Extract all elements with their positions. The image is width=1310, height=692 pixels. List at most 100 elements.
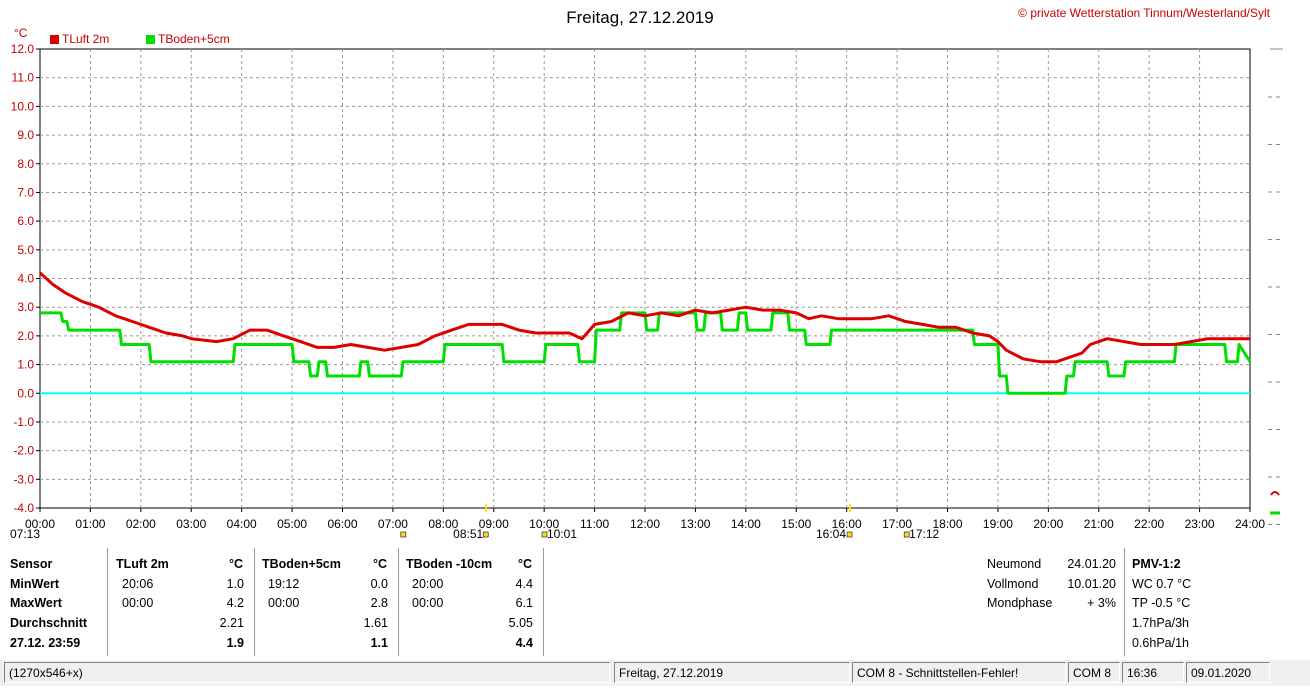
row-label-max: MaxWert bbox=[10, 596, 62, 610]
x-tick-label: 04:00 bbox=[227, 517, 257, 531]
avg-value: 1.61 bbox=[363, 616, 388, 630]
min-value: 0.0 bbox=[370, 577, 388, 591]
sensor-unit: °C bbox=[518, 557, 533, 571]
time-marker-label: 17:12 bbox=[909, 527, 939, 541]
y-tick-label: -3.0 bbox=[13, 472, 34, 486]
y-tick-label: -1.0 bbox=[13, 415, 34, 429]
max-time: 00:00 bbox=[122, 596, 154, 610]
y-tick-label: 10.0 bbox=[11, 99, 35, 113]
avg-value: 2.21 bbox=[219, 616, 244, 630]
time-marker-icon bbox=[903, 531, 910, 538]
pmv-line: WC 0.7 °C bbox=[1132, 577, 1192, 591]
right-axis-red-marker bbox=[1270, 491, 1280, 496]
moon-label: Neumond bbox=[987, 557, 1042, 571]
time-marker-label: 16:04 bbox=[816, 527, 846, 541]
sensor-name: TLuft 2m bbox=[116, 557, 169, 571]
chart-title: Freitag, 27.12.2019 bbox=[566, 8, 714, 27]
max-time: 00:00 bbox=[412, 596, 444, 610]
avg-value: 5.05 bbox=[508, 616, 533, 630]
legend-item-tboden: TBoden+5cm bbox=[146, 32, 230, 46]
y-tick-label: 7.0 bbox=[17, 185, 34, 199]
y-tick-label: 0.0 bbox=[17, 386, 34, 400]
series-line bbox=[38, 271, 1250, 364]
x-tick-label: 01:00 bbox=[75, 517, 105, 531]
min-value: 4.4 bbox=[515, 577, 533, 591]
max-time: 00:00 bbox=[268, 596, 300, 610]
y-tick-label: 12.0 bbox=[11, 42, 35, 56]
sensor-unit: °C bbox=[373, 557, 388, 571]
pmv-line: 0.6hPa/1h bbox=[1132, 636, 1189, 650]
x-tick-label: 19:00 bbox=[983, 517, 1013, 531]
y-tick-label: 6.0 bbox=[17, 214, 34, 228]
temperature-chart: 12.0 11.0 10.0 9.0 8.0 7.0 6.0 5.0 4.0 3.0 2.0 1.0 0… bbox=[10, 42, 1283, 541]
status-current-date: 09.01.2020 bbox=[1186, 662, 1270, 683]
x-tick-label: 12:00 bbox=[630, 517, 660, 531]
x-tick-label: 00:00 bbox=[25, 517, 55, 531]
y-tick-label: 1.0 bbox=[17, 358, 34, 372]
moon-label: Mondphase bbox=[987, 596, 1053, 610]
y-tick-label: 9.0 bbox=[17, 128, 34, 142]
max-value: 4.2 bbox=[226, 596, 244, 610]
min-time: 19:12 bbox=[268, 577, 300, 591]
series-line bbox=[40, 311, 1252, 395]
time-marker-icon bbox=[846, 531, 853, 538]
max-value: 2.8 bbox=[370, 596, 388, 610]
sensor-name: TBoden -10cm bbox=[406, 557, 493, 571]
x-tick-label: 14:00 bbox=[731, 517, 761, 531]
x-tick-label: 17:00 bbox=[882, 517, 912, 531]
legend-swatch-green bbox=[146, 35, 155, 44]
status-bar: (1270x546+x) Freitag, 27.12.2019 COM 8 -… bbox=[0, 660, 1310, 686]
y-tick-label: 8.0 bbox=[17, 157, 34, 171]
time-marker-label: 07:13 bbox=[10, 527, 40, 541]
x-tick-label: 07:00 bbox=[378, 517, 408, 531]
status-com-error: COM 8 - Schnittstellen-Fehler! bbox=[852, 662, 1066, 683]
x-tick-label: 11:00 bbox=[580, 517, 609, 531]
moon-value: + 3% bbox=[1087, 596, 1116, 610]
row-label-min: MinWert bbox=[10, 577, 60, 591]
moon-value: 24.01.20 bbox=[1067, 557, 1116, 571]
row-label-avg: Durchschnitt bbox=[10, 616, 88, 630]
time-marker-label: 08:51 bbox=[453, 527, 483, 541]
time-marker-label: 10:01 bbox=[547, 527, 577, 541]
x-tick-label: 03:00 bbox=[176, 517, 206, 531]
y-tick-label: 2.0 bbox=[17, 329, 34, 343]
x-tick-label: 09:00 bbox=[479, 517, 509, 531]
x-tick-label: 20:00 bbox=[1033, 517, 1063, 531]
x-tick-label: 10:00 bbox=[529, 517, 559, 531]
status-com-port: COM 8 bbox=[1068, 662, 1120, 683]
x-tick-label: 13:00 bbox=[680, 517, 710, 531]
x-tick-label: 21:00 bbox=[1084, 517, 1114, 531]
current-value: 1.9 bbox=[226, 636, 244, 650]
x-tick-label: 22:00 bbox=[1134, 517, 1164, 531]
status-date: Freitag, 27.12.2019 bbox=[614, 662, 850, 683]
copyright-label: © private Wetterstation Tinnum/Westerlan… bbox=[1018, 6, 1270, 20]
y-tick-label: 4.0 bbox=[17, 272, 34, 286]
min-time: 20:06 bbox=[122, 577, 154, 591]
pmv-line: TP -0.5 °C bbox=[1132, 596, 1191, 610]
moon-label: Vollmond bbox=[987, 577, 1039, 591]
y-tick-label: 5.0 bbox=[17, 243, 34, 257]
x-tick-label: 24:00 bbox=[1235, 517, 1265, 531]
status-canvas-size: (1270x546+x) bbox=[4, 662, 610, 683]
x-tick-label: 05:00 bbox=[277, 517, 307, 531]
legend-swatch-red bbox=[50, 35, 59, 44]
pmv-title: PMV-1:2 bbox=[1132, 557, 1181, 571]
status-time: 16:36 bbox=[1122, 662, 1184, 683]
x-tick-label: 02:00 bbox=[126, 517, 156, 531]
y-tick-label: -2.0 bbox=[13, 444, 34, 458]
legend-label: TLuft 2m bbox=[62, 32, 110, 46]
y-tick-label: -4.0 bbox=[13, 501, 34, 515]
sensor-name: TBoden+5cm bbox=[262, 557, 341, 571]
sensor-unit: °C bbox=[229, 557, 244, 571]
moon-value: 10.01.20 bbox=[1067, 577, 1116, 591]
max-value: 6.1 bbox=[515, 596, 533, 610]
time-marker-icon bbox=[400, 531, 407, 538]
row-label-current: 27.12. 23:59 bbox=[10, 636, 81, 650]
y-tick-label: 3.0 bbox=[17, 300, 34, 314]
y-tick-label: 11.0 bbox=[12, 71, 35, 85]
x-tick-label: 16:00 bbox=[832, 517, 862, 531]
current-value: 4.4 bbox=[515, 636, 533, 650]
x-tick-label: 18:00 bbox=[932, 517, 962, 531]
pmv-line: 1.7hPa/3h bbox=[1132, 616, 1189, 630]
x-tick-label: 06:00 bbox=[327, 517, 357, 531]
